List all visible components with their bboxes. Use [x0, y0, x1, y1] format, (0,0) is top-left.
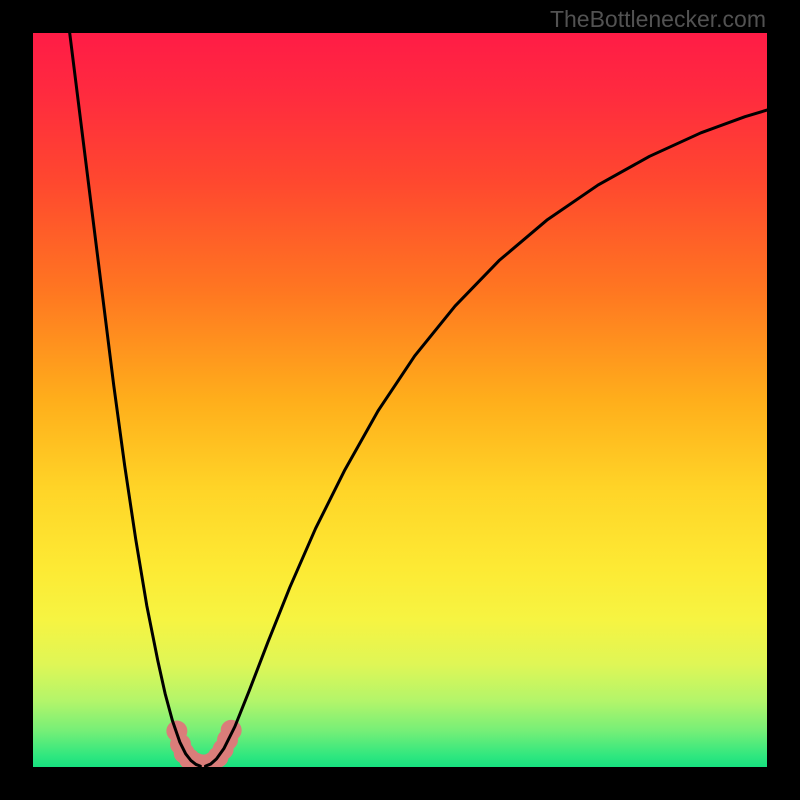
curve-right: [205, 110, 767, 766]
watermark-text: TheBottlenecker.com: [550, 6, 766, 33]
highlight-marker-11: [221, 720, 242, 741]
chart-stage: TheBottlenecker.com: [0, 0, 800, 800]
curve-layer: [33, 33, 767, 767]
curve-left: [70, 33, 201, 766]
plot-area: [33, 33, 767, 767]
